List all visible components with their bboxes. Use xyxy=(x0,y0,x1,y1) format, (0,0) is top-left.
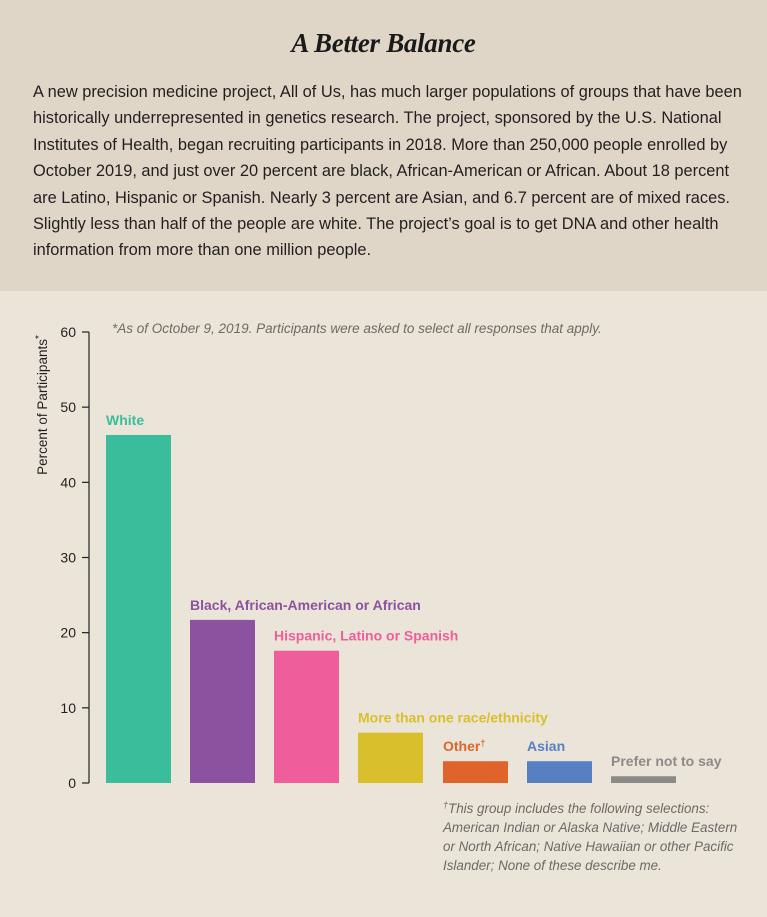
bar-label-text: Asian xyxy=(527,738,565,754)
bar-label-text: Hispanic, Latino or Spanish xyxy=(274,628,458,644)
bottom-footnote-text: This group includes the following select… xyxy=(443,801,738,873)
bar xyxy=(611,776,676,783)
y-tick-label: 50 xyxy=(60,399,76,415)
bar-label-text: Other xyxy=(443,738,481,754)
bar-label: White xyxy=(106,412,144,428)
header-panel: A Better Balance A new precision medicin… xyxy=(0,0,767,291)
y-tick-label: 60 xyxy=(60,324,76,340)
y-tick-label: 40 xyxy=(60,474,76,490)
bar-label: Black, African-American or African xyxy=(190,597,421,613)
intro-paragraph: A new precision medicine project, All of… xyxy=(33,83,742,260)
bar-label-text: More than one race/ethnicity xyxy=(358,710,548,726)
bar xyxy=(106,434,171,783)
bar-label-text: Prefer not to say xyxy=(611,753,722,769)
y-tick-label: 20 xyxy=(60,625,76,641)
bar-label-text: Black, African-American or African xyxy=(190,597,421,613)
bar-label-text: White xyxy=(106,412,144,428)
bar-label-mark: † xyxy=(480,738,485,748)
bar-label: Hispanic, Latino or Spanish xyxy=(274,628,458,644)
bar-label: Other† xyxy=(443,738,485,754)
top-footnote: *As of October 9, 2019. Participants wer… xyxy=(112,321,602,336)
bottom-footnote: †This group includes the following selec… xyxy=(443,799,743,875)
dagger-mark: † xyxy=(443,800,449,810)
page-title: A Better Balance xyxy=(291,28,476,58)
bar xyxy=(527,761,592,783)
y-tick-label: 30 xyxy=(60,550,76,566)
bar-label: Asian xyxy=(527,738,565,754)
bar xyxy=(190,619,255,783)
y-tick-label: 10 xyxy=(60,700,76,716)
y-axis-label-mark: * xyxy=(34,335,45,339)
y-axis-label: Percent of Participants* xyxy=(34,335,50,475)
y-axis-label-text: Percent of Participants xyxy=(35,339,50,475)
bar-label: Prefer not to say xyxy=(611,753,722,769)
bar xyxy=(443,761,508,783)
bar-label: More than one race/ethnicity xyxy=(358,710,548,726)
y-tick-label: 0 xyxy=(68,775,76,791)
bar xyxy=(274,650,339,783)
bar xyxy=(358,732,423,783)
